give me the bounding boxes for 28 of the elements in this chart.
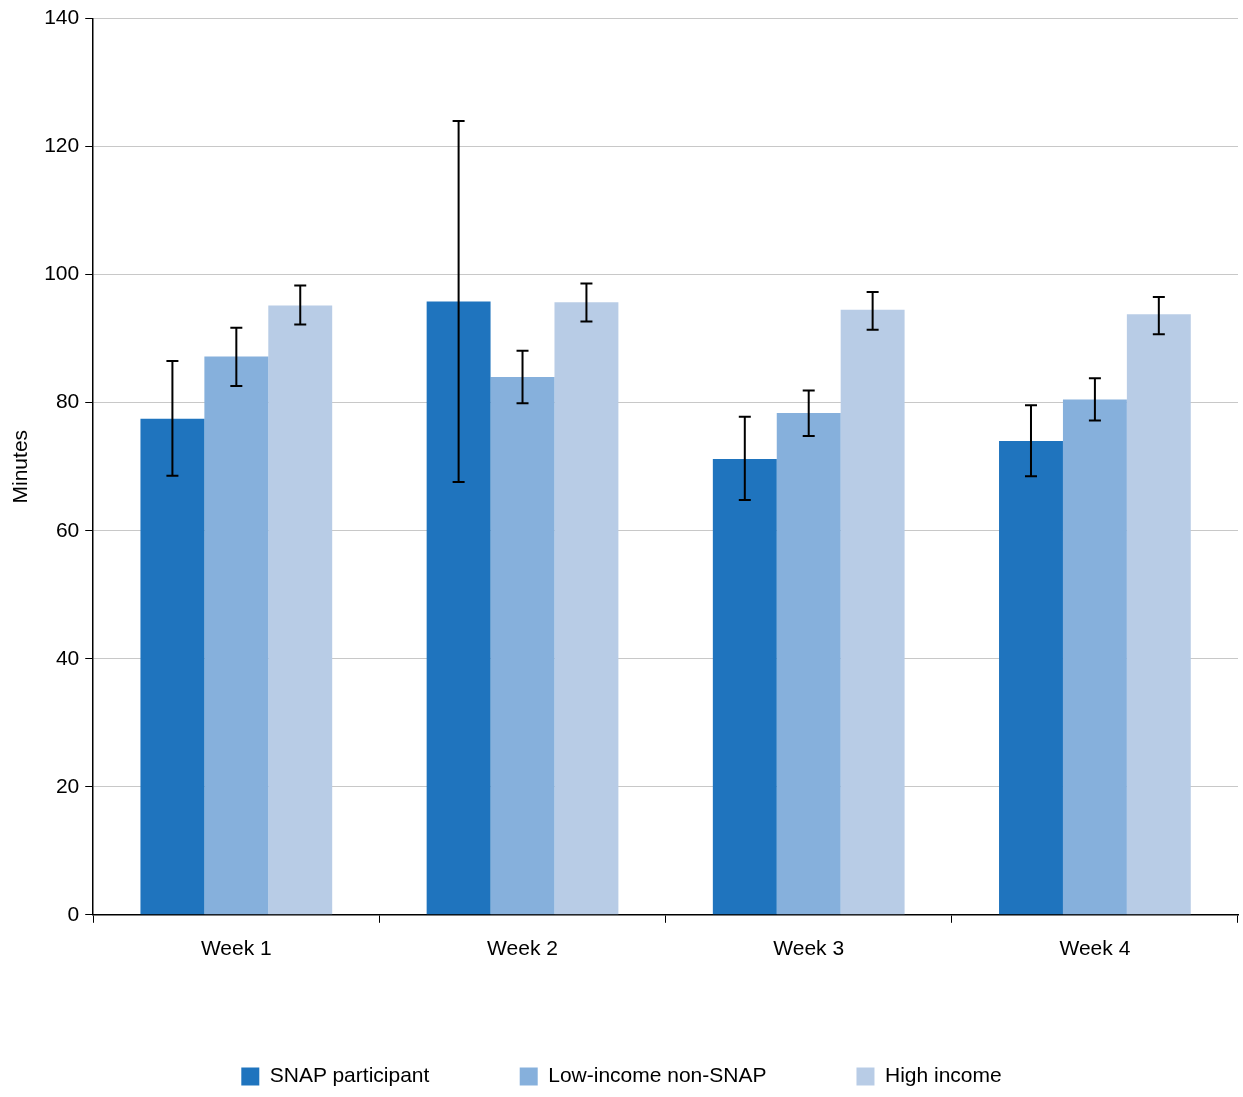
bar <box>426 301 491 915</box>
y-axis-title: Minutes <box>8 429 32 504</box>
x-tick-label: Week 1 <box>200 936 272 960</box>
bar <box>776 412 841 915</box>
y-tick-label: 60 <box>55 517 80 541</box>
y-tick-label: 40 <box>55 645 80 669</box>
bar <box>1126 314 1191 915</box>
bar <box>268 305 333 915</box>
bar <box>554 302 619 915</box>
y-tick-label: 20 <box>55 773 80 797</box>
x-tick-label: Week 4 <box>1059 936 1131 960</box>
legend-label: Low-income non-SNAP <box>548 1063 767 1087</box>
y-tick-label: 140 <box>44 5 80 29</box>
bar <box>140 418 205 915</box>
bar <box>840 309 905 915</box>
y-tick-label: 0 <box>67 901 80 925</box>
y-tick-label: 100 <box>44 261 80 285</box>
x-tick-label: Week 3 <box>773 936 845 960</box>
bar <box>712 459 777 915</box>
y-tick-label: 120 <box>44 133 80 157</box>
bar <box>999 441 1063 915</box>
bar <box>204 356 269 915</box>
y-tick-label: 80 <box>55 389 80 413</box>
legend-label: SNAP participant <box>269 1063 430 1087</box>
legend-label: High income <box>884 1063 1002 1087</box>
bar <box>490 377 555 915</box>
bar <box>1062 399 1127 915</box>
x-tick-label: Week 2 <box>487 936 558 960</box>
